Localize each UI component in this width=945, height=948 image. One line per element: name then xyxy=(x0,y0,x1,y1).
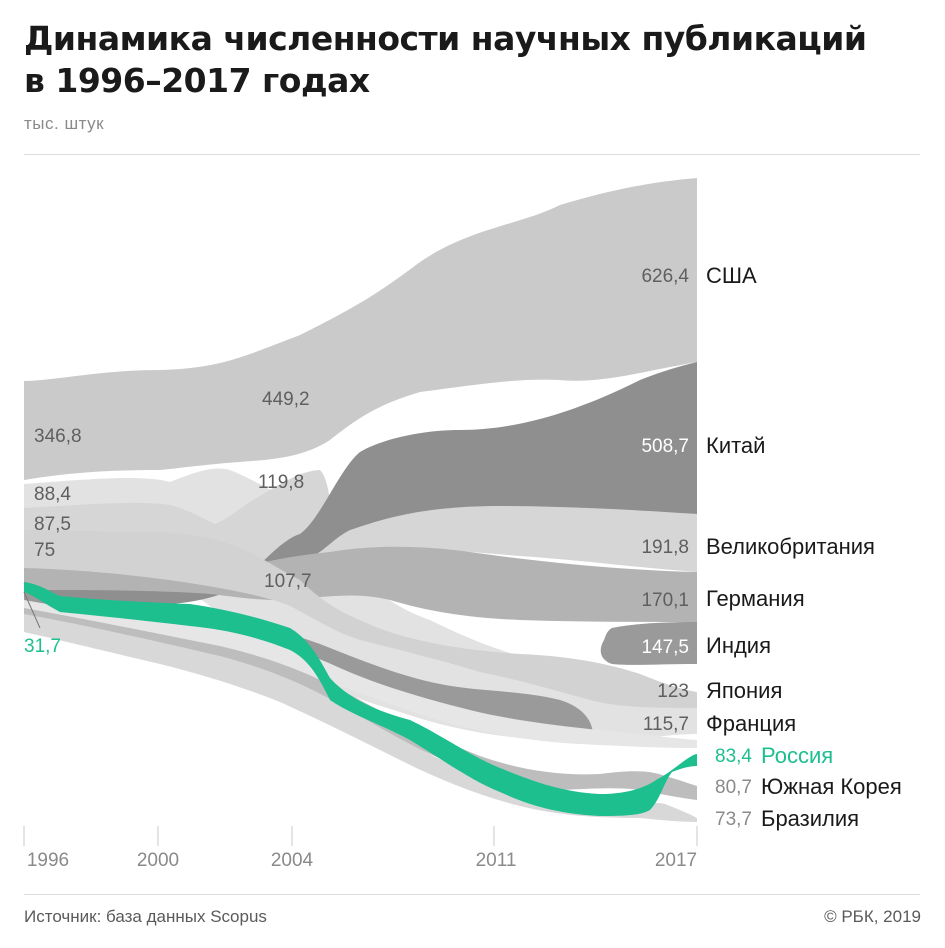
label-uk-1996: 88,4 xyxy=(34,484,71,505)
chart-streams xyxy=(24,178,697,822)
value-2017-uk: 191,8 xyxy=(641,537,689,558)
chart-title: Динамика численности научных публикаций … xyxy=(24,18,924,102)
label-germany-1996: 87,5 xyxy=(34,514,71,535)
value-labels: 346,8 449,2 88,4 87,5 75 119,8 107,7 31,… xyxy=(24,389,312,657)
stream-usa xyxy=(24,178,697,480)
bottom-divider xyxy=(24,894,920,895)
top-divider xyxy=(24,154,920,155)
tick-label-2000: 2000 xyxy=(137,850,179,871)
country-uk: Великобритания xyxy=(706,534,875,559)
country-usa: США xyxy=(706,263,757,288)
value-2017-india: 147,5 xyxy=(641,637,689,658)
country-russia: Россия xyxy=(761,743,833,768)
label-japan-mid: 107,7 xyxy=(264,571,312,592)
label-usa-mid: 449,2 xyxy=(262,389,310,410)
label-russia-1996: 31,7 xyxy=(24,636,61,657)
tick-label-2017: 2017 xyxy=(655,850,697,871)
stream-brazil xyxy=(24,614,697,822)
country-japan: Япония xyxy=(706,678,782,703)
chart-title-line-1: Динамика численности научных публикаций xyxy=(24,19,867,58)
stream-france xyxy=(24,600,697,748)
stream-india-end xyxy=(600,622,697,665)
label-usa-1996: 346,8 xyxy=(34,426,82,447)
value-2017-usa: 626,4 xyxy=(641,266,689,287)
russia-leader-line xyxy=(23,591,41,629)
country-france: Франция xyxy=(706,711,796,736)
value-2017-russia: 83,4 xyxy=(715,746,752,767)
value-2017-japan: 123 xyxy=(657,681,689,702)
tick-label-1996: 1996 xyxy=(27,850,69,871)
value-2017-china: 508,7 xyxy=(641,436,689,457)
label-japan-1996: 75 xyxy=(34,540,55,561)
values-2017: 626,4 508,7 191,8 170,1 147,5 123 115,7 … xyxy=(641,266,752,830)
value-2017-germany: 170,1 xyxy=(641,590,689,611)
country-germany: Германия xyxy=(706,586,805,611)
source-note: Источник: база данных Scopus xyxy=(24,907,267,926)
tick-label-2011: 2011 xyxy=(476,850,517,871)
value-2017-brazil: 73,7 xyxy=(715,809,752,830)
chart-title-line-2: в 1996–2017 годах xyxy=(24,61,370,100)
value-2017-france: 115,7 xyxy=(643,714,689,735)
stream-china xyxy=(24,362,697,605)
country-brazil: Бразилия xyxy=(761,806,859,831)
value-2017-korea: 80,7 xyxy=(715,777,752,798)
country-labels: США Китай Великобритания Германия Индия … xyxy=(706,263,902,831)
chart-subtitle: тыс. штук xyxy=(24,114,105,133)
country-india: Индия xyxy=(706,633,771,658)
country-korea: Южная Корея xyxy=(761,774,902,799)
country-china: Китай xyxy=(706,433,765,458)
tick-label-2004: 2004 xyxy=(271,850,314,871)
stream-russia xyxy=(24,582,697,816)
x-axis: 1996 2000 2004 2011 2017 xyxy=(23,826,698,871)
copyright-note: © РБК, 2019 xyxy=(824,907,921,926)
label-uk-mid: 119,8 xyxy=(258,472,304,493)
stream-japan xyxy=(24,530,697,708)
